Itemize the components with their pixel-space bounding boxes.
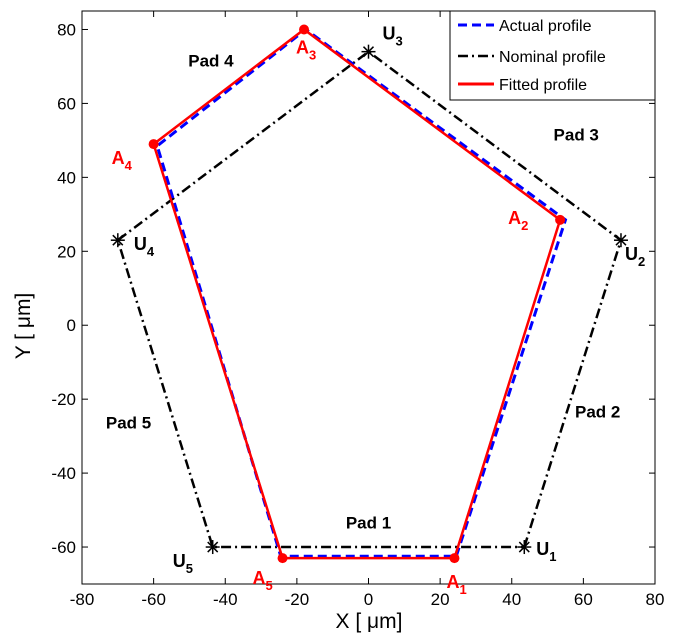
fitted-vertex-dot [449, 553, 460, 564]
vertex-letter: U [536, 539, 549, 559]
fitted-vertex-label: A2 [508, 208, 528, 233]
nominal-vertex-label: U3 [383, 24, 403, 49]
vertex-letter: U [134, 234, 147, 254]
marker-stroke [518, 541, 530, 553]
y-axis-label: Y [ μm] [12, 293, 35, 360]
series-line-actual [155, 27, 568, 558]
vertex-subscript: 3 [309, 47, 316, 62]
x-tick-label: -80 [70, 590, 95, 609]
vertex-letter: A [112, 148, 125, 168]
fitted-vertex-dot [277, 553, 288, 564]
y-axis-label-unit: μm [12, 299, 35, 329]
vertex-subscript: 1 [459, 582, 466, 597]
vertex-subscript: 5 [186, 561, 193, 576]
nominal-vertex-marker [517, 540, 532, 555]
x-axis-label-unit: μm [367, 610, 397, 633]
vertex-subscript: 2 [638, 254, 645, 269]
vertex-letter: U [173, 551, 186, 571]
pad-label: Pad 5 [106, 414, 151, 433]
legend: Actual profile Nominal profile Fitted pr… [449, 10, 656, 101]
marker-stroke [615, 234, 627, 246]
x-axis-label-prefix: X [ [336, 610, 368, 633]
y-tick-label: 40 [57, 168, 76, 187]
vertex-subscript: 4 [147, 244, 155, 259]
series-layer [116, 27, 623, 560]
legend-label-actual: Actual profile [499, 18, 592, 35]
nominal-vertex-label: U2 [625, 244, 645, 269]
nominal-vertex-marker [110, 233, 125, 248]
series-line-fitted [152, 27, 562, 560]
y-tick-label: 20 [57, 242, 76, 261]
fitted-vertex-label: A5 [253, 568, 273, 593]
series-line-nominal [116, 50, 623, 549]
marker-stroke [112, 234, 124, 246]
pad-label: Pad 2 [575, 403, 620, 422]
x-tick-label: -40 [213, 590, 238, 609]
x-tick-label: 60 [574, 590, 593, 609]
legend-label-fitted: Fitted profile [499, 77, 587, 94]
fitted-vertex-label: A3 [296, 37, 316, 62]
y-tick-label: -40 [51, 464, 76, 483]
y-axis-label-suffix: ] [12, 293, 35, 299]
pad-label: Pad 4 [188, 51, 234, 70]
x-axis-label: X [ μm] [336, 610, 403, 633]
x-axis-label-suffix: ] [397, 610, 403, 633]
fitted-vertex-dot [148, 139, 159, 150]
vertex-subscript: 2 [521, 218, 528, 233]
y-tick-label: 60 [57, 94, 76, 113]
x-tick-label: -60 [141, 590, 166, 609]
pad-label: Pad 1 [346, 514, 391, 533]
vertex-subscript: 3 [396, 34, 403, 49]
y-tick-label: 80 [57, 20, 76, 39]
vertex-letter: A [253, 568, 266, 588]
x-tick-label: 20 [431, 590, 450, 609]
nominal-vertex-marker [613, 233, 628, 248]
fitted-vertex-dot [555, 214, 566, 225]
x-tick-label: -20 [285, 590, 310, 609]
x-tick-label: 40 [502, 590, 521, 609]
vertex-subscript: 5 [266, 578, 273, 593]
y-tick-label: 0 [67, 316, 76, 335]
nominal-vertex-label: U4 [134, 234, 155, 259]
vertex-letter: A [296, 37, 309, 57]
vertex-letter: U [625, 244, 638, 264]
y-tick-label: -20 [51, 390, 76, 409]
x-tick-label: 0 [364, 590, 373, 609]
nominal-vertex-label: U1 [536, 539, 556, 564]
vertex-subscript: 1 [549, 549, 556, 564]
axes: -80 -60 -40 -20 0 20 40 60 80 -60 -40 -20 0 20 40 60 80 [51, 11, 664, 609]
pad-label: Pad 3 [554, 125, 599, 144]
fitted-vertex-label: A1 [446, 572, 466, 597]
marker-stroke [207, 541, 219, 553]
y-axis-label-prefix: Y [ [12, 328, 35, 359]
nominal-vertex-label: U5 [173, 551, 193, 576]
nominal-vertex-marker [205, 540, 220, 555]
vertex-letter: A [508, 208, 521, 228]
fitted-vertex-label: A4 [112, 148, 133, 173]
vertex-letter: A [446, 572, 459, 592]
nominal-vertex-marker [361, 44, 376, 59]
marker-stroke [362, 46, 375, 58]
y-tick-label: -60 [51, 538, 76, 557]
legend-label-nominal: Nominal profile [499, 49, 606, 66]
annotations-layer: Pad 1 Pad 2 Pad 3 Pad 4 Pad 5 [106, 51, 621, 532]
vertex-letter: U [383, 24, 396, 44]
x-tick-label: 80 [646, 590, 665, 609]
plot-area [81, 10, 656, 585]
vertex-subscript: 4 [125, 158, 133, 173]
fitted-vertex-dot [299, 24, 310, 35]
